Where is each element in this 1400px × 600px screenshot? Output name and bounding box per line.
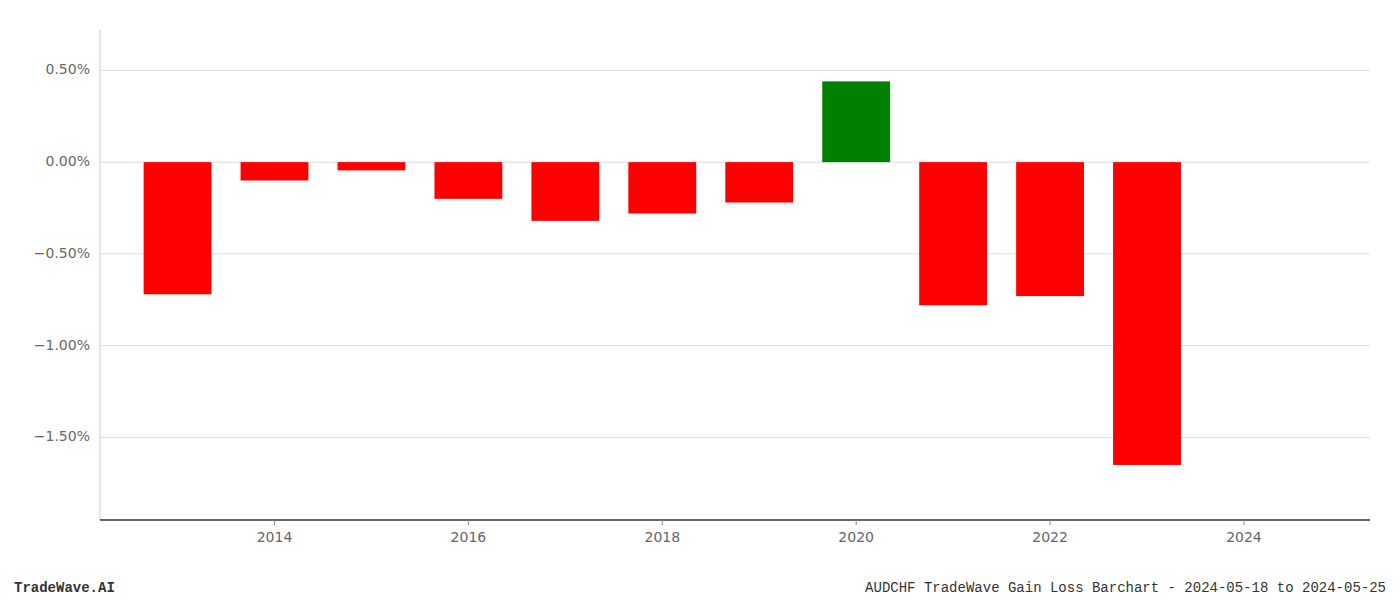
x-tick [1243,520,1244,525]
bars [144,81,1181,465]
x-tick-label: 2022 [1032,529,1068,545]
bar [628,162,696,213]
y-tick-label: −1.50% [34,428,90,444]
y-tick-label: −1.00% [34,337,90,353]
bar [144,162,212,294]
x-tick [468,520,469,525]
bar [919,162,987,305]
x-tick [662,520,663,525]
bar [434,162,502,199]
x-tick [856,520,857,525]
bar [531,162,599,221]
footer-left: TradeWave.AI [14,580,115,596]
bar [241,162,309,180]
x-tick [1050,520,1051,525]
x-axis: 2014 2016 2018 2020 2022 2024 [100,520,1370,545]
y-axis: 0.50% 0.00% −0.50% −1.00% −1.50% [34,30,100,520]
bar [725,162,793,202]
x-tick [274,520,275,525]
chart-container: 0.50% 0.00% −0.50% −1.00% −1.50% 2014 2016 2018… [0,0,1400,600]
y-tick-label: −0.50% [34,245,90,261]
bar [1113,162,1181,465]
grid-line [100,70,1370,71]
x-tick-label: 2016 [451,529,487,545]
bar [338,162,406,170]
x-axis-line [100,519,1370,521]
x-tick-label: 2024 [1226,529,1262,545]
y-tick-label: 0.50% [46,61,90,77]
bar [1016,162,1084,296]
bar [822,81,890,162]
y-tick-label: 0.00% [46,153,90,169]
chart: 0.50% 0.00% −0.50% −1.00% −1.50% 2014 2016 2018… [0,0,1400,600]
x-tick-label: 2020 [838,529,874,545]
x-tick-label: 2014 [257,529,293,545]
x-tick-label: 2018 [644,529,680,545]
footer-right: AUDCHF TradeWave Gain Loss Barchart - 20… [865,580,1386,596]
y-axis-line [100,30,101,520]
footer: TradeWave.AI AUDCHF TradeWave Gain Loss B… [14,580,1386,596]
